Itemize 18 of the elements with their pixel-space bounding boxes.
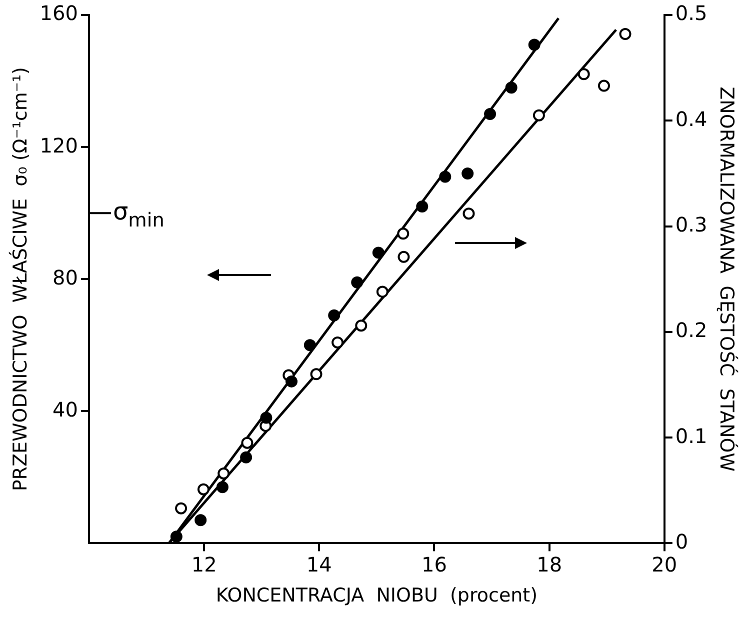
x-tick-label: 14 — [306, 552, 332, 576]
y-tick-label: 120 — [40, 133, 78, 158]
y2-axis-title: ZNORMALIZOWANA GĘSTOŚĆ STANÓW — [716, 86, 739, 472]
y2-tick-label: 0.5 — [675, 1, 708, 26]
y2-tick-label: 0.4 — [675, 106, 708, 131]
x-tick-label: 20 — [652, 552, 678, 576]
y-tick-label: 80 — [52, 265, 78, 290]
y2-tick-label: 0.3 — [675, 212, 708, 236]
y2-tick-label: 0.1 — [675, 424, 708, 448]
x-axis-title: KONCENTRACJA NIOBU (procent) — [216, 584, 538, 607]
x-tick-label: 12 — [191, 552, 217, 576]
y-tick-label: 40 — [52, 397, 78, 422]
y-tick-label: 160 — [40, 1, 78, 26]
y2-tick-label: 0.2 — [675, 318, 708, 342]
x-tick-label: 16 — [422, 552, 447, 576]
x-tick-label: 18 — [536, 552, 562, 576]
y2-tick-label: 0 — [675, 529, 688, 554]
y-axis-title: PRZEWODNICTWO WŁAŚCIWE σ₀ (Ω⁻¹cm⁻¹) — [8, 67, 32, 492]
